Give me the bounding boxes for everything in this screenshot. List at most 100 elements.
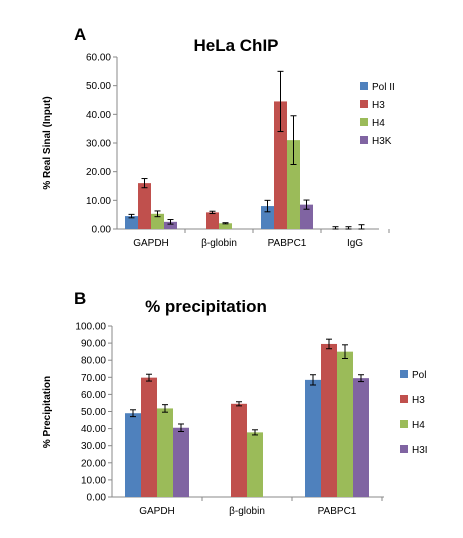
panel-b-bar-pol-pabpc1 [305, 379, 321, 497]
panel-a-bar-h4-pabpc1 [287, 140, 300, 229]
panel-a-title: HeLa ChIP [193, 36, 278, 55]
panel-a-bar-h4-globin [219, 223, 232, 229]
panel-b-bar-h3-globin [231, 403, 247, 497]
panel-a-legend-label: H4 [372, 118, 385, 129]
panel-a-error-bar [141, 178, 148, 189]
panel-a-legend-swatch [360, 82, 368, 90]
panel-b-legend-item: H4 [400, 420, 425, 431]
panel-a-legend-swatch [360, 118, 368, 126]
panel-b-y-tick-label: 90.00 [81, 339, 106, 350]
panel-a-y-tick-label: 0.00 [92, 225, 112, 236]
panel-b-y-tick-label: 40.00 [81, 424, 106, 435]
panel-b-error-bar [252, 429, 258, 436]
panel-a-y-tick-label: 60.00 [86, 53, 111, 64]
panel-a-bar-pol-ii-gapdh [125, 216, 138, 229]
panel-b-y-tick-label: 20.00 [81, 458, 106, 469]
panel-a-bar-h3k-gapdh [164, 221, 177, 229]
panel-b-error-bar [130, 409, 136, 418]
panel-a-y-axis-label: % Real Sinal (Input) [42, 96, 53, 189]
panel-a-error-bar [167, 219, 174, 225]
panel-b-legend: Pol H3 H4 H3I [400, 370, 428, 456]
panel-a-error-bar [209, 210, 216, 215]
panel-b-bar-h4-gapdh [157, 408, 173, 497]
panel-b-legend-swatch [400, 420, 408, 428]
panel-a-category-label: β-globin [201, 238, 237, 249]
panel-b-bar-h3i-pabpc1 [353, 378, 369, 497]
panel-a-y-tick-label: 30.00 [86, 139, 111, 150]
panel-b-bar-h3i-gapdh [173, 427, 189, 497]
panel-b-letter: B [74, 289, 86, 308]
panel-b-y-tick-label: 100.00 [75, 322, 106, 333]
panel-a-legend-item: H4 [360, 118, 385, 129]
panel-b-legend-label: H4 [412, 420, 425, 431]
panel-a-category-label: IgG [347, 238, 363, 249]
panel-b-legend-label: Pol [412, 370, 426, 381]
panel-b-error-bar [326, 338, 332, 350]
panel-a-chart: A HeLa ChIP % Real Sinal (Input) 0.00 10.… [42, 25, 395, 249]
panel-a-letter: A [74, 25, 86, 44]
panel-b-y-tick-label: 80.00 [81, 356, 106, 367]
panel-a-y-tick-label: 50.00 [86, 81, 111, 92]
panel-b-y-tick-label: 0.00 [87, 493, 107, 504]
panel-b-legend-label: H3I [412, 445, 428, 456]
panel-a-error-bar [358, 224, 365, 230]
panel-b-y-tick-label: 60.00 [81, 390, 106, 401]
panel-a-legend-swatch [360, 100, 368, 108]
panel-a-error-bar [303, 199, 310, 210]
panel-b-category-label: β-globin [229, 506, 265, 517]
panel-b-error-bar [358, 374, 364, 383]
panel-a-legend-item: Pol II [360, 82, 395, 93]
panel-b-category-label: GAPDH [139, 506, 175, 517]
panel-a-legend-label: Pol II [372, 82, 395, 93]
panel-a-legend-item: H3 [360, 100, 385, 111]
panel-b-bar-pol-gapdh [125, 413, 141, 497]
panel-a-legend-label: H3 [372, 100, 385, 111]
panel-b-error-bar [236, 401, 242, 407]
panel-b-error-bar [342, 344, 348, 359]
panel-b-bar-h3-pabpc1 [321, 343, 337, 497]
panel-b-y-axis-label: % Precipitation [42, 376, 53, 448]
panel-b-bar-h4-globin [247, 432, 263, 497]
panel-a-plot-area: 0.00 10.00 20.00 30.00 40.00 50.00 60.00 GAPDH β… [86, 53, 390, 249]
panel-a-error-bar [290, 115, 297, 165]
panel-a-legend-label: H3K [372, 136, 392, 147]
panel-a-bar-h3k-pabpc1 [300, 204, 313, 229]
panel-b-error-bar [178, 423, 184, 433]
panel-b-legend-item: H3I [400, 445, 428, 456]
panel-b-legend-item: H3 [400, 395, 425, 406]
panel-a-error-bar [345, 226, 352, 230]
panel-a-error-bar [277, 70, 284, 133]
panel-a-category-label: GAPDH [133, 238, 169, 249]
panel-a-legend-swatch [360, 136, 368, 144]
panel-a-error-bar [264, 199, 271, 213]
panel-b-bar-h4-pabpc1 [337, 351, 353, 497]
panel-a-error-bar [128, 213, 135, 219]
panel-b-error-bar [146, 373, 152, 382]
panel-b-error-bar [162, 404, 168, 413]
panel-b-plot-area: 0.00 10.00 20.00 30.00 40.00 50.00 60.00 70.00 8… [75, 322, 384, 517]
panel-b-y-tick-label: 30.00 [81, 441, 106, 452]
panel-b-bar-h3-gapdh [141, 377, 157, 497]
panel-a-error-bar [154, 210, 161, 218]
panel-a-error-bar [222, 222, 229, 225]
panel-a-category-label: PABPC1 [268, 238, 307, 249]
panel-a-y-tick-label: 20.00 [86, 167, 111, 178]
panel-b-legend-swatch [400, 370, 408, 378]
panel-a-bar-h3-pabpc1 [274, 101, 287, 229]
panel-a-bar-pol-ii-pabpc1 [261, 206, 274, 229]
panel-b-legend-item: Pol [400, 370, 426, 381]
panel-a-bar-h3-gapdh [138, 183, 151, 229]
panel-a-y-tick-label: 10.00 [86, 196, 111, 207]
panel-a-y-tick-label: 40.00 [86, 110, 111, 121]
panel-b-y-tick-label: 50.00 [81, 407, 106, 418]
panel-a-error-bar [332, 226, 339, 230]
panel-a-bar-h4-gapdh [151, 213, 164, 229]
panel-b-legend-label: H3 [412, 395, 425, 406]
panel-b-y-tick-label: 10.00 [81, 475, 106, 486]
panel-b-legend-swatch [400, 395, 408, 403]
panel-b-category-label: PABPC1 [318, 506, 357, 517]
panel-b-error-bar [310, 374, 316, 386]
panel-b-y-tick-label: 70.00 [81, 373, 106, 384]
panel-a-legend: Pol II H3 H4 H3K [360, 82, 395, 147]
